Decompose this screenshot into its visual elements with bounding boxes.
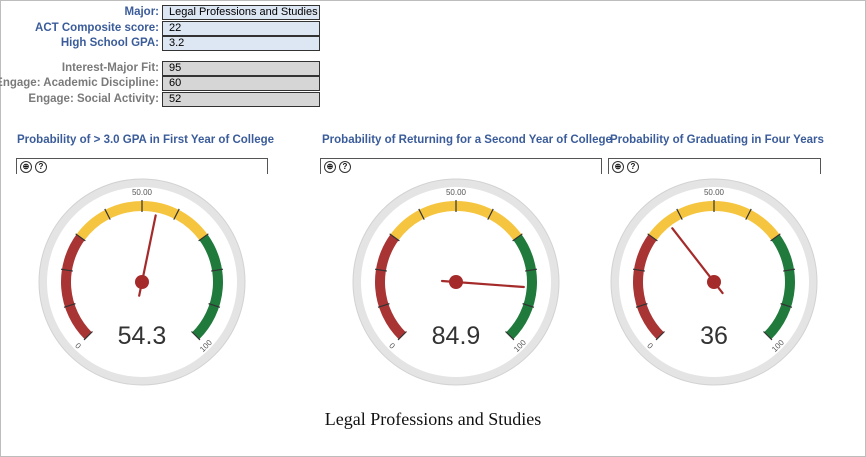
gauge-band-green <box>764 234 795 340</box>
social-label: Engage: Social Activity: <box>28 93 159 105</box>
act-label: ACT Composite score: <box>35 22 159 34</box>
gpa-field[interactable]: 3.2 <box>162 36 320 51</box>
gauge-tick <box>418 208 425 220</box>
gauge-tick <box>75 233 86 242</box>
act-score-field[interactable]: 22 <box>162 21 320 36</box>
gauge-2-title: Probability of Returning for a Second Ye… <box>322 134 612 146</box>
footer-major-title: Legal Professions and Studies <box>324 409 542 429</box>
gauge-min-label: 0 <box>387 341 397 351</box>
gauge-hub <box>135 275 149 289</box>
gauge-tick <box>676 208 683 220</box>
gauge-tick <box>60 268 73 272</box>
help-icon[interactable]: ? <box>627 161 639 173</box>
gauge-tick <box>374 268 387 272</box>
help-icon[interactable]: ? <box>339 161 351 173</box>
gauge-tick <box>104 208 111 220</box>
gauge-value: 36 <box>700 322 728 350</box>
gauge-tick <box>208 303 221 308</box>
gauge-band-red <box>633 234 664 340</box>
major-field[interactable]: Legal Professions and Studies <box>162 5 320 20</box>
gauge-value: 84.9 <box>432 322 481 350</box>
gauge-hub <box>707 275 721 289</box>
gauge-3-title: Probability of Graduating in Four Years <box>610 134 824 146</box>
help-icon[interactable]: ? <box>35 161 47 173</box>
gpa-label: High School GPA: <box>60 37 159 49</box>
gauge-tick <box>763 331 773 341</box>
gauge-tick <box>83 331 93 341</box>
gauge-band-red <box>375 234 406 340</box>
gauge-tick <box>745 208 752 220</box>
zoom-icon[interactable]: ⊕ <box>324 161 336 173</box>
gauge-tick <box>525 268 538 272</box>
gauge-hub <box>449 275 463 289</box>
zoom-icon[interactable]: ⊕ <box>612 161 624 173</box>
gauge-tick <box>487 208 494 220</box>
gauge-band-red <box>61 234 92 340</box>
gauge-value: 54.3 <box>118 322 167 350</box>
gauge-tick <box>63 303 76 308</box>
gauge-tick <box>191 331 201 341</box>
academic-field[interactable]: 60 <box>162 76 320 91</box>
gauge-min-label: 0 <box>645 341 655 351</box>
gauge-tick <box>389 233 400 242</box>
gauge-tick <box>397 331 407 341</box>
gauge-tick <box>522 303 535 308</box>
gauge-tick <box>770 233 781 242</box>
gauge-band-green <box>506 234 537 340</box>
gauge-tick <box>635 303 648 308</box>
gauge-tick <box>173 208 180 220</box>
major-label: Major: <box>124 6 160 18</box>
gauge-tick <box>512 233 523 242</box>
gauge-tick <box>647 233 658 242</box>
gauge-tick <box>198 233 209 242</box>
academic-label: Engage: Academic Discipline: <box>0 77 159 89</box>
gauge-1-toolbar: ⊕ ? <box>16 158 268 174</box>
gauge-3-toolbar: ⊕ ? <box>608 158 821 174</box>
gauge-mid-label: 50.00 <box>132 188 153 197</box>
interest-field[interactable]: 95 <box>162 61 320 76</box>
gauge-tick <box>377 303 390 308</box>
interest-label: Interest-Major Fit: <box>61 62 159 74</box>
zoom-icon[interactable]: ⊕ <box>20 161 32 173</box>
gauge-tick <box>780 303 793 308</box>
gauge-tick <box>632 268 645 272</box>
gauge-tick <box>211 268 224 272</box>
gauge-tick <box>655 331 665 341</box>
gauge-tick <box>505 331 515 341</box>
gauge-band-green <box>192 234 223 340</box>
gauge-1-title: Probability of > 3.0 GPA in First Year o… <box>17 134 275 146</box>
social-field[interactable]: 52 <box>162 92 320 107</box>
gauge-mid-label: 50.00 <box>446 188 467 197</box>
gauge-min-label: 0 <box>73 341 83 351</box>
gauge-tick <box>783 268 796 272</box>
gauge-mid-label: 50.00 <box>704 188 725 197</box>
gauge-2-toolbar: ⊕ ? <box>320 158 602 174</box>
